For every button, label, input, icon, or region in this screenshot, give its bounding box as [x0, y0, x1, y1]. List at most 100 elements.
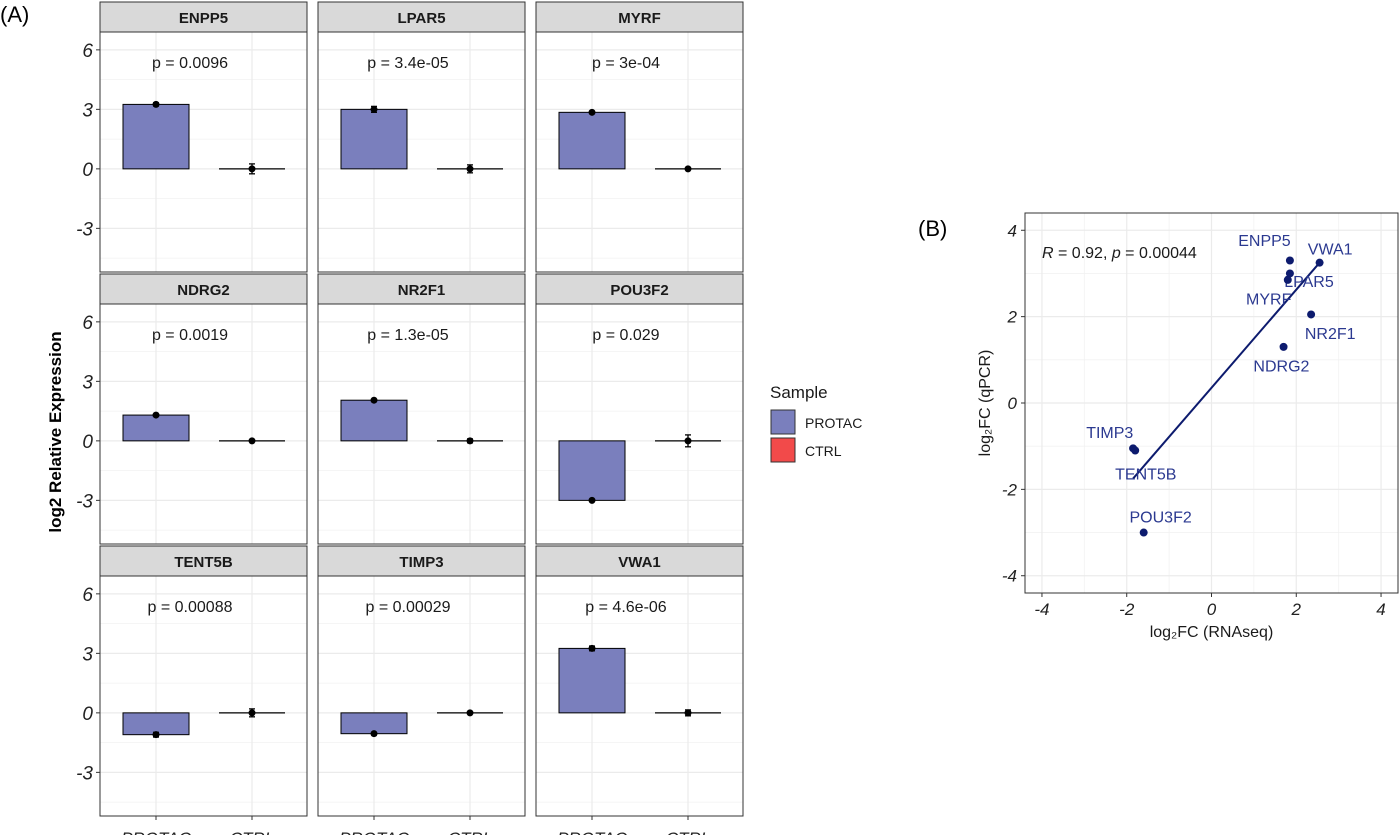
facet-title: MYRF [618, 10, 661, 27]
facet-enpp5: ENPP5 p = 0.0096 -3 0 3 6 [76, 1, 308, 273]
point-label-pou3f2: POU3F2 [1130, 509, 1192, 526]
p-value-label: p = 0.00029 [366, 599, 451, 616]
facet-strip [317, 545, 526, 577]
correlation-annotation: R = 0.92, p = 0.00044 [1042, 245, 1197, 262]
facet-strip [535, 545, 744, 577]
facet-strip [99, 1, 308, 33]
facet-plot-area [318, 576, 525, 816]
facet-pou3f2: POU3F2 p = 0.029 [535, 273, 744, 545]
mean-point [588, 644, 596, 652]
facet-title: NR2F1 [398, 282, 446, 299]
y-axis-title: log₂FC (qPCR) [977, 350, 994, 457]
point-label-nr2f1: NR2F1 [1305, 326, 1356, 343]
y-tick-label: 4 [1008, 221, 1017, 240]
mean-point [684, 437, 692, 445]
x-tick-label: -4 [1034, 600, 1049, 619]
facet-title: LPAR5 [397, 10, 445, 27]
facet-tent5b: TENT5B p = 0.00088 -3 0 3 6 PROTAC CTRL [76, 545, 308, 835]
x-tick-label: -2 [1119, 600, 1135, 619]
mean-point [370, 105, 378, 113]
y-tick-label: -2 [1002, 480, 1018, 499]
y-tick-label: 0 [82, 704, 93, 725]
facet-strip [99, 545, 308, 577]
x-tick-label: PROTAC [121, 829, 191, 835]
point-myrf [1283, 275, 1292, 284]
facet-border [99, 31, 308, 273]
facet-border [535, 575, 744, 817]
point-ndrg2 [1279, 342, 1288, 351]
bar-protac [558, 111, 626, 170]
point-label-tent5b: TENT5B [1115, 466, 1176, 483]
y-tick-label: 0 [1008, 394, 1018, 413]
facet-myrf: MYRF p = 3e-04 [535, 1, 744, 273]
mean-point [370, 396, 378, 404]
facet-border [317, 31, 526, 273]
facet-border [99, 303, 308, 545]
facet-strip [317, 273, 526, 305]
facet-strip [317, 1, 526, 33]
p-value-label: p = 3.4e-05 [367, 55, 449, 72]
facet-border [317, 303, 526, 545]
legend-swatch-ctrl [770, 437, 796, 463]
x-tick-label: CTRL [230, 829, 274, 835]
y-tick-label: 6 [82, 585, 93, 606]
mean-point [684, 709, 692, 717]
bar-protac [340, 108, 408, 170]
x-tick-label: PROTAC [339, 829, 409, 835]
y-tick-label: 0 [82, 160, 93, 181]
x-tick-label: 0 [1207, 600, 1217, 619]
bar-protac [122, 103, 190, 170]
mean-point [370, 730, 378, 738]
legend-swatch-protac [770, 409, 796, 435]
point-label-timp3: TIMP3 [1086, 425, 1133, 442]
y-tick-label: 3 [82, 100, 93, 121]
mean-point [466, 437, 474, 445]
point-label-lpar5: LPAR5 [1284, 274, 1334, 291]
y-tick-label: 0 [82, 432, 93, 453]
x-tick-label: CTRL [666, 829, 710, 835]
facet-title: TIMP3 [399, 554, 443, 571]
y-tick-label: 3 [82, 372, 93, 393]
point-label-enpp5: ENPP5 [1238, 233, 1291, 250]
facet-vwa1: VWA1 p = 4.6e-06 PROTAC CTRL [535, 545, 744, 835]
legend-label-ctrl: CTRL [805, 443, 842, 459]
point-pou3f2 [1139, 528, 1148, 537]
mean-point [248, 709, 256, 717]
mean-point [248, 437, 256, 445]
y-tick-label: 3 [82, 644, 93, 665]
x-axis-title: log₂FC (RNAseq) [1150, 624, 1274, 641]
facet-plot-area [100, 576, 307, 816]
facet-title: ENPP5 [179, 10, 228, 27]
facet-timp3: TIMP3 p = 0.00029 PROTAC CTRL [317, 545, 526, 835]
bar-protac [122, 414, 190, 442]
facet-border [535, 303, 744, 545]
y-tick-label: 2 [1007, 308, 1018, 327]
mean-point [152, 731, 160, 739]
mean-point [588, 108, 596, 116]
point-enpp5 [1285, 256, 1294, 265]
x-tick-label: 2 [1291, 600, 1302, 619]
x-tick-label: 4 [1376, 600, 1385, 619]
legend-title: Sample [770, 383, 828, 402]
x-tick-label: PROTAC [557, 829, 627, 835]
point-label-vwa1: VWA1 [1308, 242, 1353, 259]
facet-title: TENT5B [174, 554, 233, 571]
y-tick-label: -3 [76, 763, 93, 784]
facet-plot-area [536, 304, 743, 544]
facet-title: POU3F2 [610, 282, 668, 299]
point-tent5b [1131, 446, 1140, 455]
point-vwa1 [1315, 258, 1324, 267]
facet-border [535, 31, 744, 273]
mean-point [466, 165, 474, 173]
panel-a-facets: ENPP5 p = 0.0096 -3 0 3 6 LPAR5 p = 3.4e-05 MYRF… [76, 1, 744, 835]
facet-strip [99, 273, 308, 305]
p-value-label: p = 0.00088 [148, 599, 233, 616]
panel-label-a: (A) [0, 2, 29, 27]
facet-border [317, 575, 526, 817]
mean-point [466, 709, 474, 717]
y-tick-label: 6 [82, 41, 93, 62]
facet-title: VWA1 [618, 554, 661, 571]
x-tick-label: CTRL [448, 829, 492, 835]
facet-border [99, 575, 308, 817]
